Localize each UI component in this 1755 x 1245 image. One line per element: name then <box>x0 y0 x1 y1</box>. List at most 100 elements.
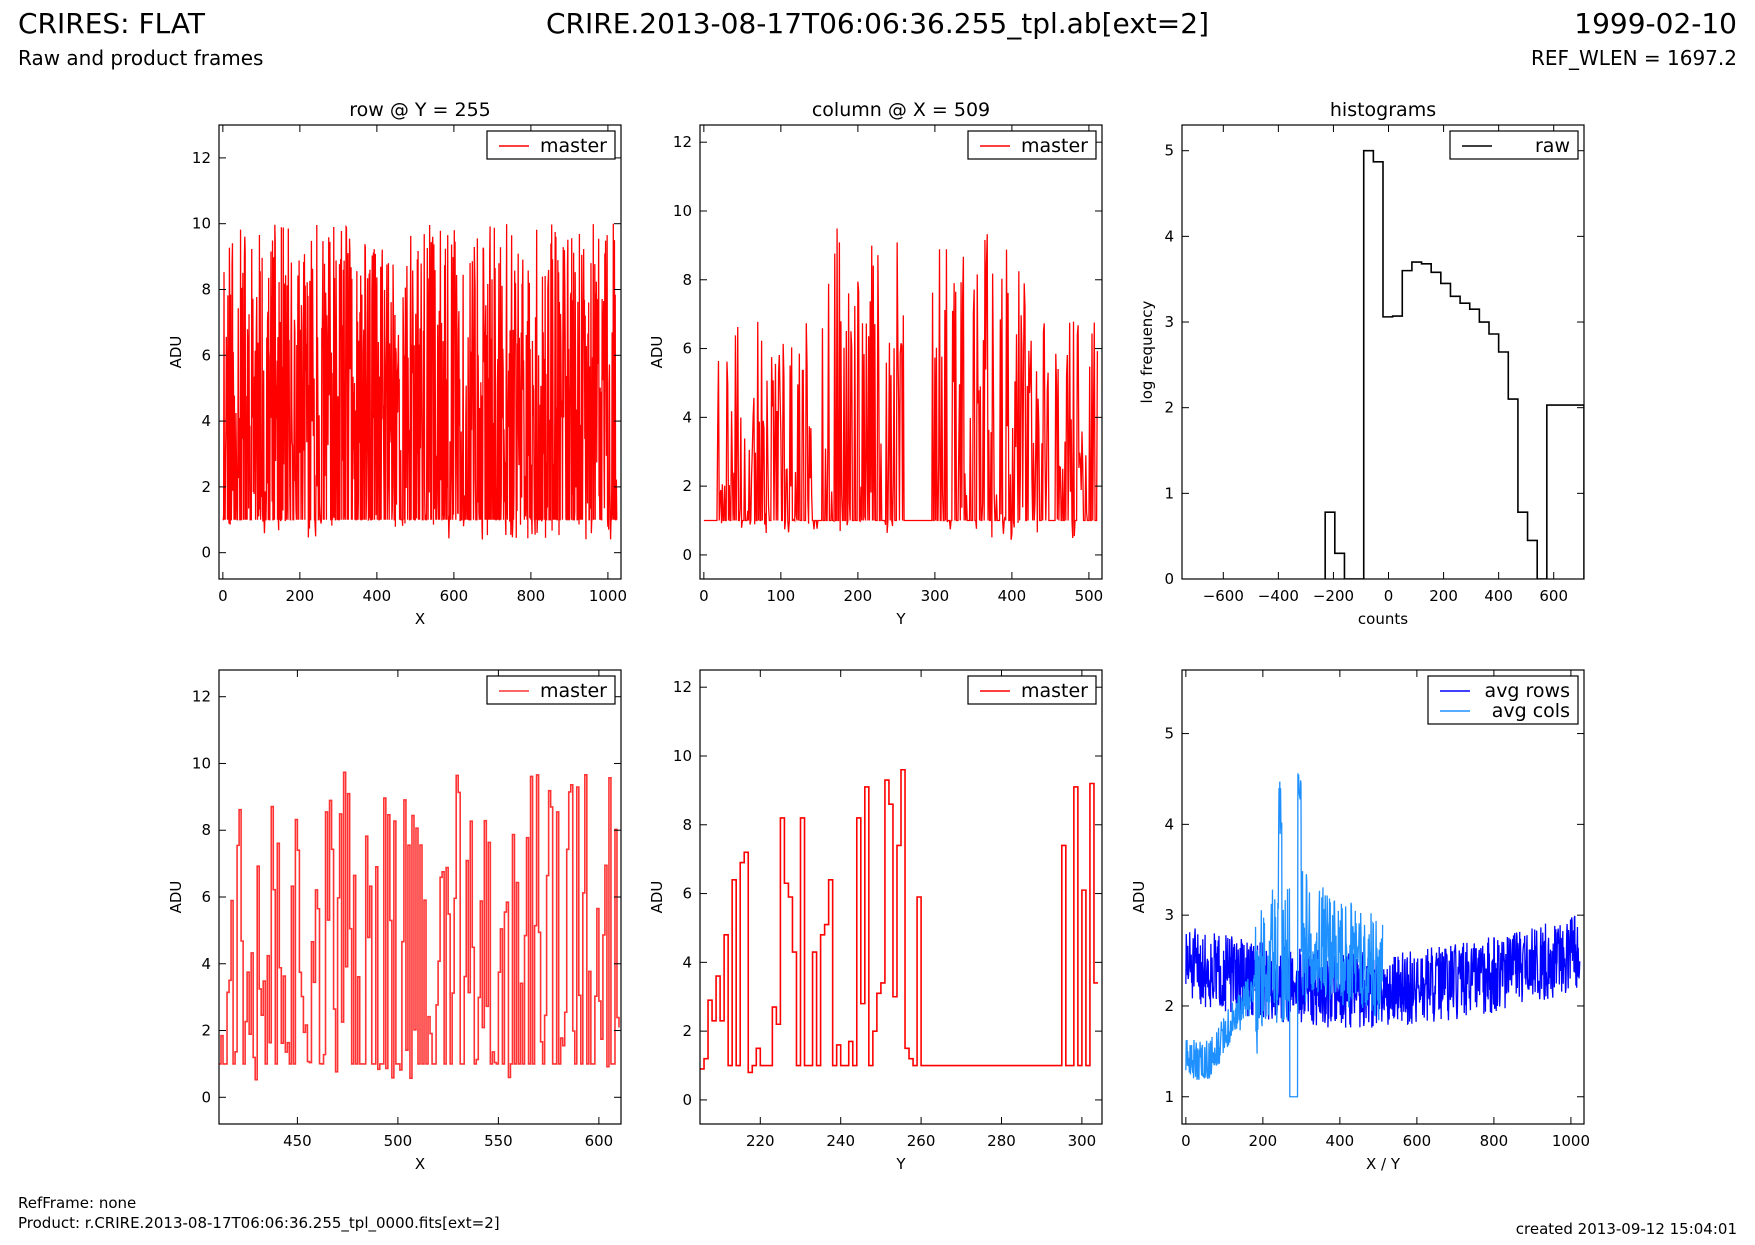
y-tick-label: 2 <box>1164 399 1174 417</box>
y-tick-label: 4 <box>201 412 211 430</box>
legend-box <box>1449 130 1579 160</box>
x-tick-label: 400 <box>363 587 392 605</box>
x-tick-label: 500 <box>384 1132 413 1150</box>
x-tick-label: 200 <box>1249 1132 1278 1150</box>
figure-title-center: CRIRE.2013-08-17T06:06:36.255_tpl.ab[ext… <box>545 7 1209 40</box>
x-tick-label: 300 <box>1068 1132 1097 1150</box>
series-line-raw <box>1324 149 1584 579</box>
product-label: Product: r.CRIRE.2013-08-17T06:06:36.255… <box>18 1214 500 1232</box>
y-axis-label: ADU <box>648 881 666 914</box>
y-tick-label: 10 <box>673 202 692 220</box>
y-tick-label: 10 <box>192 215 211 233</box>
legend-label: master <box>540 680 607 702</box>
y-tick-label: 2 <box>682 1022 692 1040</box>
legend: raw <box>1449 130 1579 160</box>
y-tick-label: 2 <box>201 478 211 496</box>
x-tick-label: 0 <box>1181 1132 1191 1150</box>
y-tick-label: 2 <box>201 1022 211 1040</box>
plot-frame <box>699 669 1103 1125</box>
figure-title-left: CRIRES: FLAT <box>18 7 205 40</box>
plot-frame <box>1181 669 1585 1125</box>
series-line-master <box>222 223 618 540</box>
y-tick-label: 12 <box>673 678 692 696</box>
y-tick-label: 8 <box>682 816 692 834</box>
y-tick-label: 4 <box>682 408 692 426</box>
y-tick-label: 6 <box>201 346 211 364</box>
y-tick-label: 10 <box>192 754 211 772</box>
plot-frame <box>1181 124 1585 580</box>
y-tick-label: 2 <box>682 477 692 495</box>
y-tick-label: 12 <box>673 133 692 151</box>
chart-title: column @ X = 509 <box>812 99 990 121</box>
legend: master <box>486 130 616 160</box>
series-line-master <box>219 771 620 1081</box>
chart-title: row @ Y = 255 <box>349 99 491 121</box>
y-tick-label: 8 <box>682 271 692 289</box>
x-tick-label: 400 <box>1484 587 1513 605</box>
series-line-avg-rows <box>1185 915 1581 1028</box>
x-tick-label: 800 <box>1480 1132 1509 1150</box>
y-tick-label: 5 <box>1164 725 1174 743</box>
legend-label: avg cols <box>1492 700 1570 722</box>
legend-box <box>486 675 616 705</box>
chart-title: histograms <box>1330 99 1436 121</box>
legend-box <box>1427 675 1579 725</box>
series-line-master <box>700 768 1098 1074</box>
y-tick-label: 3 <box>1164 313 1174 331</box>
x-tick-label: 240 <box>826 1132 855 1150</box>
y-tick-label: 2 <box>1164 997 1174 1015</box>
x-tick-label: 0 <box>218 587 228 605</box>
x-tick-label: 0 <box>699 587 709 605</box>
chart-row_zoom: 450 500 550 600 0 2 4 6 8 10 12 X ADU master <box>167 669 622 1173</box>
x-tick-label: 550 <box>484 1132 513 1150</box>
x-tick-label: 300 <box>921 587 950 605</box>
x-tick-label: 600 <box>1403 1132 1432 1150</box>
ref-wlen-label: REF_WLEN = 1697.2 <box>1530 46 1737 70</box>
y-tick-label: 6 <box>682 340 692 358</box>
legend: master <box>967 675 1097 705</box>
legend-label: master <box>1021 135 1088 157</box>
x-tick-label: 200 <box>844 587 873 605</box>
figure-subtitle-left: Raw and product frames <box>18 46 264 70</box>
y-tick-label: 4 <box>1164 227 1174 245</box>
x-tick-label: 1000 <box>1552 1132 1590 1150</box>
x-tick-label: 400 <box>998 587 1027 605</box>
x-axis-label: counts <box>1358 610 1408 628</box>
x-tick-label: 100 <box>767 587 796 605</box>
legend-box <box>967 130 1097 160</box>
legend-label: raw <box>1535 135 1570 157</box>
x-tick-label: 220 <box>746 1132 775 1150</box>
y-tick-label: 3 <box>1164 906 1174 924</box>
y-tick-label: 0 <box>1164 570 1174 588</box>
y-tick-label: 8 <box>201 821 211 839</box>
chart-hist: −600 −400 −200 0 200 400 600 0 1 2 3 4 5 histograms co… <box>1138 99 1585 628</box>
x-tick-label: 200 <box>1429 587 1458 605</box>
y-tick-label: 6 <box>682 885 692 903</box>
x-tick-label: 450 <box>283 1132 312 1150</box>
plot-frame <box>218 124 622 580</box>
y-axis-label: ADU <box>167 336 185 369</box>
y-tick-label: 0 <box>682 1091 692 1109</box>
x-tick-label: 200 <box>286 587 315 605</box>
legend: master <box>486 675 616 705</box>
x-tick-label: 400 <box>1326 1132 1355 1150</box>
created-label: created 2013-09-12 15:04:01 <box>1515 1220 1737 1238</box>
y-tick-label: 5 <box>1164 142 1174 160</box>
y-axis-label: ADU <box>167 881 185 914</box>
x-tick-label: 0 <box>1384 587 1394 605</box>
y-tick-label: 4 <box>682 953 692 971</box>
y-tick-label: 10 <box>673 747 692 765</box>
x-axis-label: Y <box>895 1155 906 1173</box>
series-line-master <box>703 228 1099 540</box>
y-tick-label: 8 <box>201 280 211 298</box>
chart-col: 0 100 200 300 400 500 0 2 4 6 8 10 12 column @ X = 50… <box>648 99 1103 628</box>
y-tick-label: 12 <box>192 149 211 167</box>
y-axis-label: log frequency <box>1138 300 1156 403</box>
y-axis-label: ADU <box>1130 881 1148 914</box>
legend-label: master <box>540 135 607 157</box>
x-tick-label: 600 <box>585 1132 614 1150</box>
legend-box <box>967 675 1097 705</box>
x-axis-label: X <box>415 1155 425 1173</box>
